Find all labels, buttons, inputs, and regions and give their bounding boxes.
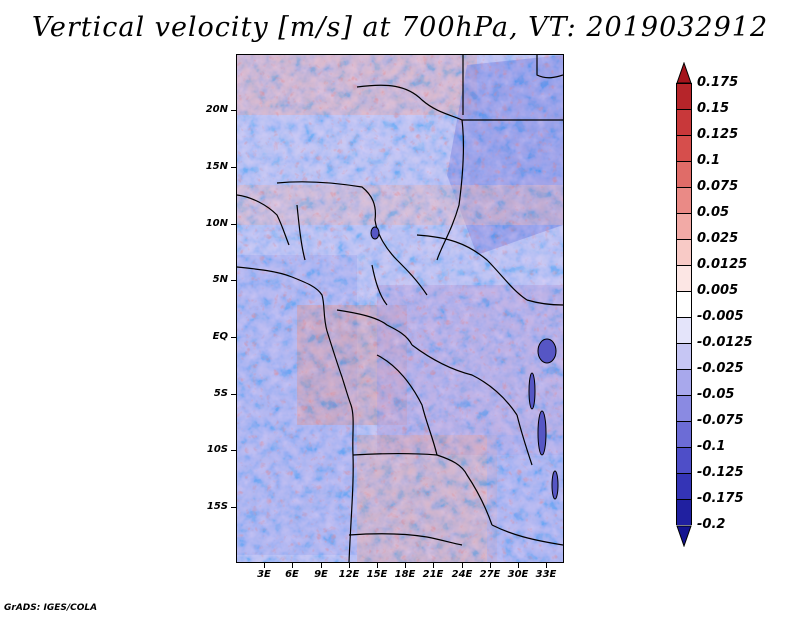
- colorbar-label: -0.125: [697, 465, 744, 480]
- lon-tick: [264, 563, 265, 568]
- lat-label: EQ: [212, 331, 228, 342]
- lat-label: 10N: [205, 218, 228, 229]
- lon-label: 30E: [507, 569, 529, 580]
- chart-title: Vertical velocity [m/s] at 700hPa, VT: 2…: [31, 12, 769, 43]
- lon-tick: [433, 563, 434, 568]
- colorbar-top-arrow: [676, 62, 692, 84]
- colorbar-cell: [676, 369, 692, 395]
- lon-label: 15E: [366, 569, 388, 580]
- colorbar-label: 0.175: [697, 75, 739, 90]
- footer-credit: GrADS: IGES/COLA: [4, 603, 98, 613]
- lon-label: 9E: [314, 569, 328, 580]
- colorbar-cell: [676, 135, 692, 161]
- colorbar-label: -0.0125: [697, 335, 753, 350]
- colorbar-label: -0.05: [697, 387, 735, 402]
- colorbar-cell: [676, 161, 692, 187]
- colorbar-label: 0.05: [697, 205, 730, 220]
- colorbar-cell: [676, 499, 692, 525]
- colorbar-cell: [676, 343, 692, 369]
- lon-tick: [546, 563, 547, 568]
- lon-label: 24E: [451, 569, 473, 580]
- colorbar-cell: [676, 213, 692, 239]
- lon-label: 27E: [479, 569, 501, 580]
- lat-tick: [231, 337, 236, 338]
- lon-tick: [321, 563, 322, 568]
- colorbar-label: 0.025: [697, 231, 739, 246]
- lon-label: 6E: [285, 569, 299, 580]
- lon-label: 33E: [535, 569, 557, 580]
- lat-label: 20N: [205, 104, 228, 115]
- colorbar-label: 0.125: [697, 127, 739, 142]
- colorbar-cell: [676, 109, 692, 135]
- colorbar-cell: [676, 395, 692, 421]
- lat-tick: [231, 224, 236, 225]
- colorbar-label: -0.175: [697, 491, 744, 506]
- colorbar-cell: [676, 239, 692, 265]
- colorbar-label: 0.075: [697, 179, 739, 194]
- colorbar-label: 0.0125: [697, 257, 748, 272]
- lat-label: 10S: [206, 444, 228, 455]
- lon-label: 3E: [257, 569, 271, 580]
- colorbar-label: -0.075: [697, 413, 744, 428]
- colorbar-cell: [676, 447, 692, 473]
- lon-tick: [292, 563, 293, 568]
- colorbar-label: 0.15: [697, 101, 730, 116]
- lon-label: 18E: [394, 569, 416, 580]
- lat-label: 15N: [205, 161, 228, 172]
- colorbar-cell: [676, 83, 692, 109]
- lat-label: 5N: [212, 274, 228, 285]
- lon-label: 21E: [422, 569, 444, 580]
- colorbar-cell: [676, 421, 692, 447]
- lon-tick: [518, 563, 519, 568]
- vertical-velocity-field: [237, 55, 563, 562]
- lon-label: 12E: [338, 569, 360, 580]
- lat-tick: [231, 167, 236, 168]
- colorbar-cell: [676, 291, 692, 317]
- lon-tick: [377, 563, 378, 568]
- colorbar-cell: [676, 265, 692, 291]
- lat-label: 5S: [213, 388, 228, 399]
- lon-tick: [462, 563, 463, 568]
- colorbar-bottom-arrow: [676, 525, 692, 547]
- colorbar-cell: [676, 187, 692, 213]
- lat-tick: [231, 450, 236, 451]
- lat-tick: [231, 110, 236, 111]
- lat-tick: [231, 394, 236, 395]
- lat-tick: [231, 280, 236, 281]
- colorbar-label: -0.2: [697, 517, 726, 532]
- colorbar-label: 0.1: [697, 153, 721, 168]
- colorbar-label: -0.1: [697, 439, 726, 454]
- colorbar-cell: [676, 317, 692, 343]
- colorbar-label: -0.005: [697, 309, 744, 324]
- colorbar-label: -0.025: [697, 361, 744, 376]
- lon-tick: [349, 563, 350, 568]
- colorbar-cell: [676, 473, 692, 499]
- map-plot-area: [236, 54, 564, 563]
- colorbar-label: 0.005: [697, 283, 739, 298]
- lon-tick: [490, 563, 491, 568]
- lat-tick: [231, 507, 236, 508]
- lon-tick: [405, 563, 406, 568]
- lat-label: 15S: [206, 501, 228, 512]
